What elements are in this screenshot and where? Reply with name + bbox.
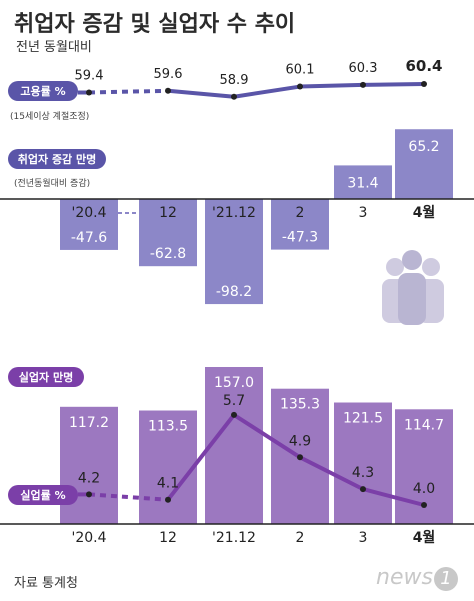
employment-rate-note: (15세이상 계절조정)	[10, 110, 89, 122]
chart-subtitle: 전년 동월대비	[16, 40, 92, 55]
employed-change-bar	[395, 129, 453, 199]
unemployed-category-label: 2	[296, 530, 305, 546]
unemployed-bar	[139, 410, 197, 524]
news1-logo: news 1	[376, 565, 458, 591]
employment-rate-point	[86, 89, 92, 96]
unemployed-value-label: 157.0	[214, 375, 254, 391]
unemployed-badge	[8, 367, 84, 387]
employment-rate-point	[231, 93, 237, 100]
employed-change-bar	[205, 199, 263, 305]
employed-change-badge	[8, 149, 106, 169]
unemployment-rate-point	[231, 411, 237, 418]
employed-change-category-label: 3	[359, 205, 368, 221]
unemployment-rate-value-label: 4.1	[157, 476, 179, 492]
employed-change-category-label: '20.4	[71, 205, 106, 221]
employed-change-category-label: 12	[159, 205, 177, 221]
unemployed-bar	[334, 402, 392, 524]
chart-title: 취업자 증감 및 실업자 수 추이	[14, 12, 296, 37]
employment-rate-point	[360, 81, 366, 88]
unemployment-rate-point	[360, 486, 366, 493]
unemployed-value-label: 114.7	[404, 417, 444, 433]
unemployed-category-label: 4월	[413, 529, 436, 546]
people-icon	[386, 258, 404, 276]
unemployed-category-label: '21.12	[212, 530, 256, 546]
employment-rate-point	[165, 87, 171, 94]
source-note: 자료 통계청	[14, 576, 78, 591]
employment-rate-value-label: 60.1	[286, 63, 315, 78]
unemployed-badge-label: 실업자 만명	[19, 370, 73, 384]
unemployment-rate-point	[297, 454, 303, 461]
employment-rate-badge	[8, 81, 78, 101]
employment-rate-value-label: 58.9	[220, 73, 249, 88]
employed-change-value-label: 31.4	[347, 175, 378, 191]
employed-change-value-label: -47.6	[71, 230, 107, 246]
unemployment-rate-badge	[8, 485, 78, 505]
employment-rate-value-label: 60.4	[405, 57, 442, 75]
unemployment-rate-value-label: 4.9	[289, 433, 311, 449]
unemployment-rate-badge-label: 실업률 %	[20, 488, 65, 502]
unemployment-rate-value-label: 4.0	[413, 481, 435, 497]
employment-rate-value-label: 59.4	[75, 69, 104, 84]
unemployed-value-label: 113.5	[148, 419, 188, 435]
employment-rate-value-label: 59.6	[154, 67, 183, 82]
employed-change-category-label: 4월	[413, 204, 436, 221]
employment-rate-point	[421, 81, 427, 87]
logo-text: news	[376, 565, 433, 590]
people-icon	[422, 258, 440, 276]
employed-change-value-label: 65.2	[408, 139, 439, 155]
unemployed-category-label: 3	[359, 530, 368, 546]
employment-rate-break-dash	[88, 88, 169, 95]
unemployed-value-label: 135.3	[280, 397, 320, 413]
employment-rate-badge-label: 고용률 %	[20, 85, 65, 98]
employed-change-value-label: -62.8	[150, 246, 186, 262]
unemployment-rate-break-dash	[88, 492, 169, 502]
employed-change-category-label: '21.12	[212, 205, 256, 221]
employment-rate-value-label: 60.3	[349, 61, 378, 76]
employed-change-bar	[334, 165, 392, 199]
unemployment-rate-point	[165, 496, 171, 503]
unemployed-bar	[205, 367, 263, 524]
unemployment-rate-point	[86, 491, 92, 498]
unemployed-category-label: '20.4	[71, 530, 106, 546]
employed-change-value-label: -98.2	[216, 284, 252, 300]
unemployed-value-label: 117.2	[69, 415, 109, 431]
unemployment-rate-value-label: 4.3	[352, 465, 374, 481]
employed-change-value-label: -47.3	[282, 230, 318, 246]
people-icon	[402, 250, 422, 270]
unemployed-category-label: 12	[159, 530, 177, 546]
people-icon	[398, 273, 426, 325]
employment-rate-line	[167, 82, 425, 99]
unemployment-rate-value-label: 5.7	[223, 393, 245, 409]
employed-change-bar	[271, 199, 329, 250]
employed-change-bar	[60, 199, 118, 250]
unemployment-rate-value-label: 4.2	[78, 470, 100, 486]
unemployed-value-label: 121.5	[343, 411, 383, 427]
employed-change-note: (전년동월대비 증감)	[14, 177, 90, 189]
employment-rate-point	[297, 83, 303, 90]
employed-change-badge-label: 취업자 증감 만명	[18, 152, 97, 166]
employed-change-bar	[139, 199, 197, 267]
employed-change-category-label: 2	[296, 205, 305, 221]
logo-number: 1	[433, 567, 458, 591]
unemployment-rate-point	[421, 502, 427, 508]
